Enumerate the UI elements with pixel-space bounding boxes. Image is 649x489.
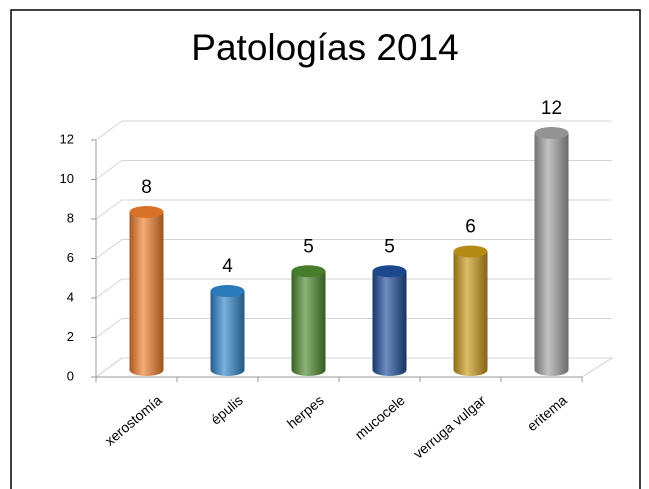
grid-line (95, 278, 612, 299)
grid-line (95, 120, 612, 141)
data-label: 5 (384, 236, 395, 257)
y-tick-label: 12 (60, 131, 74, 146)
x-tick-label: xerostomía (101, 392, 164, 449)
y-tick-label: 2 (67, 329, 74, 344)
bar (453, 251, 488, 370)
bar (210, 291, 245, 370)
y-tick-label: 4 (67, 289, 74, 304)
data-label: 4 (222, 256, 233, 277)
data-label: 12 (541, 98, 562, 119)
y-tick-label: 6 (67, 250, 74, 265)
x-tick-label: mucocele (352, 392, 408, 443)
bar (534, 133, 569, 370)
grid-line (95, 357, 612, 378)
data-label: 8 (141, 177, 152, 198)
x-tick-label: eritema (524, 392, 570, 434)
y-tick-label: 10 (60, 171, 74, 186)
bar (372, 271, 407, 370)
grid-line (95, 318, 612, 338)
data-label: 5 (303, 236, 314, 257)
x-tick-label: verruga vulgar (410, 392, 489, 462)
y-tick-label: 8 (67, 210, 74, 225)
grid-line (95, 239, 612, 259)
grid-line (95, 199, 612, 220)
grid-line (95, 160, 612, 180)
bar (129, 212, 164, 370)
chart-title: Patologías 2014 (191, 27, 458, 68)
x-tick-label: épulis (207, 392, 245, 428)
y-tick-label: 0 (67, 368, 74, 383)
bar-top (291, 265, 326, 278)
bar-top (534, 127, 569, 139)
data-label: 6 (465, 217, 476, 238)
bar-top (372, 265, 407, 278)
bar-top (210, 285, 245, 297)
bar-top (129, 206, 164, 218)
bar-top (453, 245, 488, 258)
x-tick-label: herpes (284, 392, 327, 432)
bar (291, 271, 326, 370)
frame (10, 9, 641, 489)
